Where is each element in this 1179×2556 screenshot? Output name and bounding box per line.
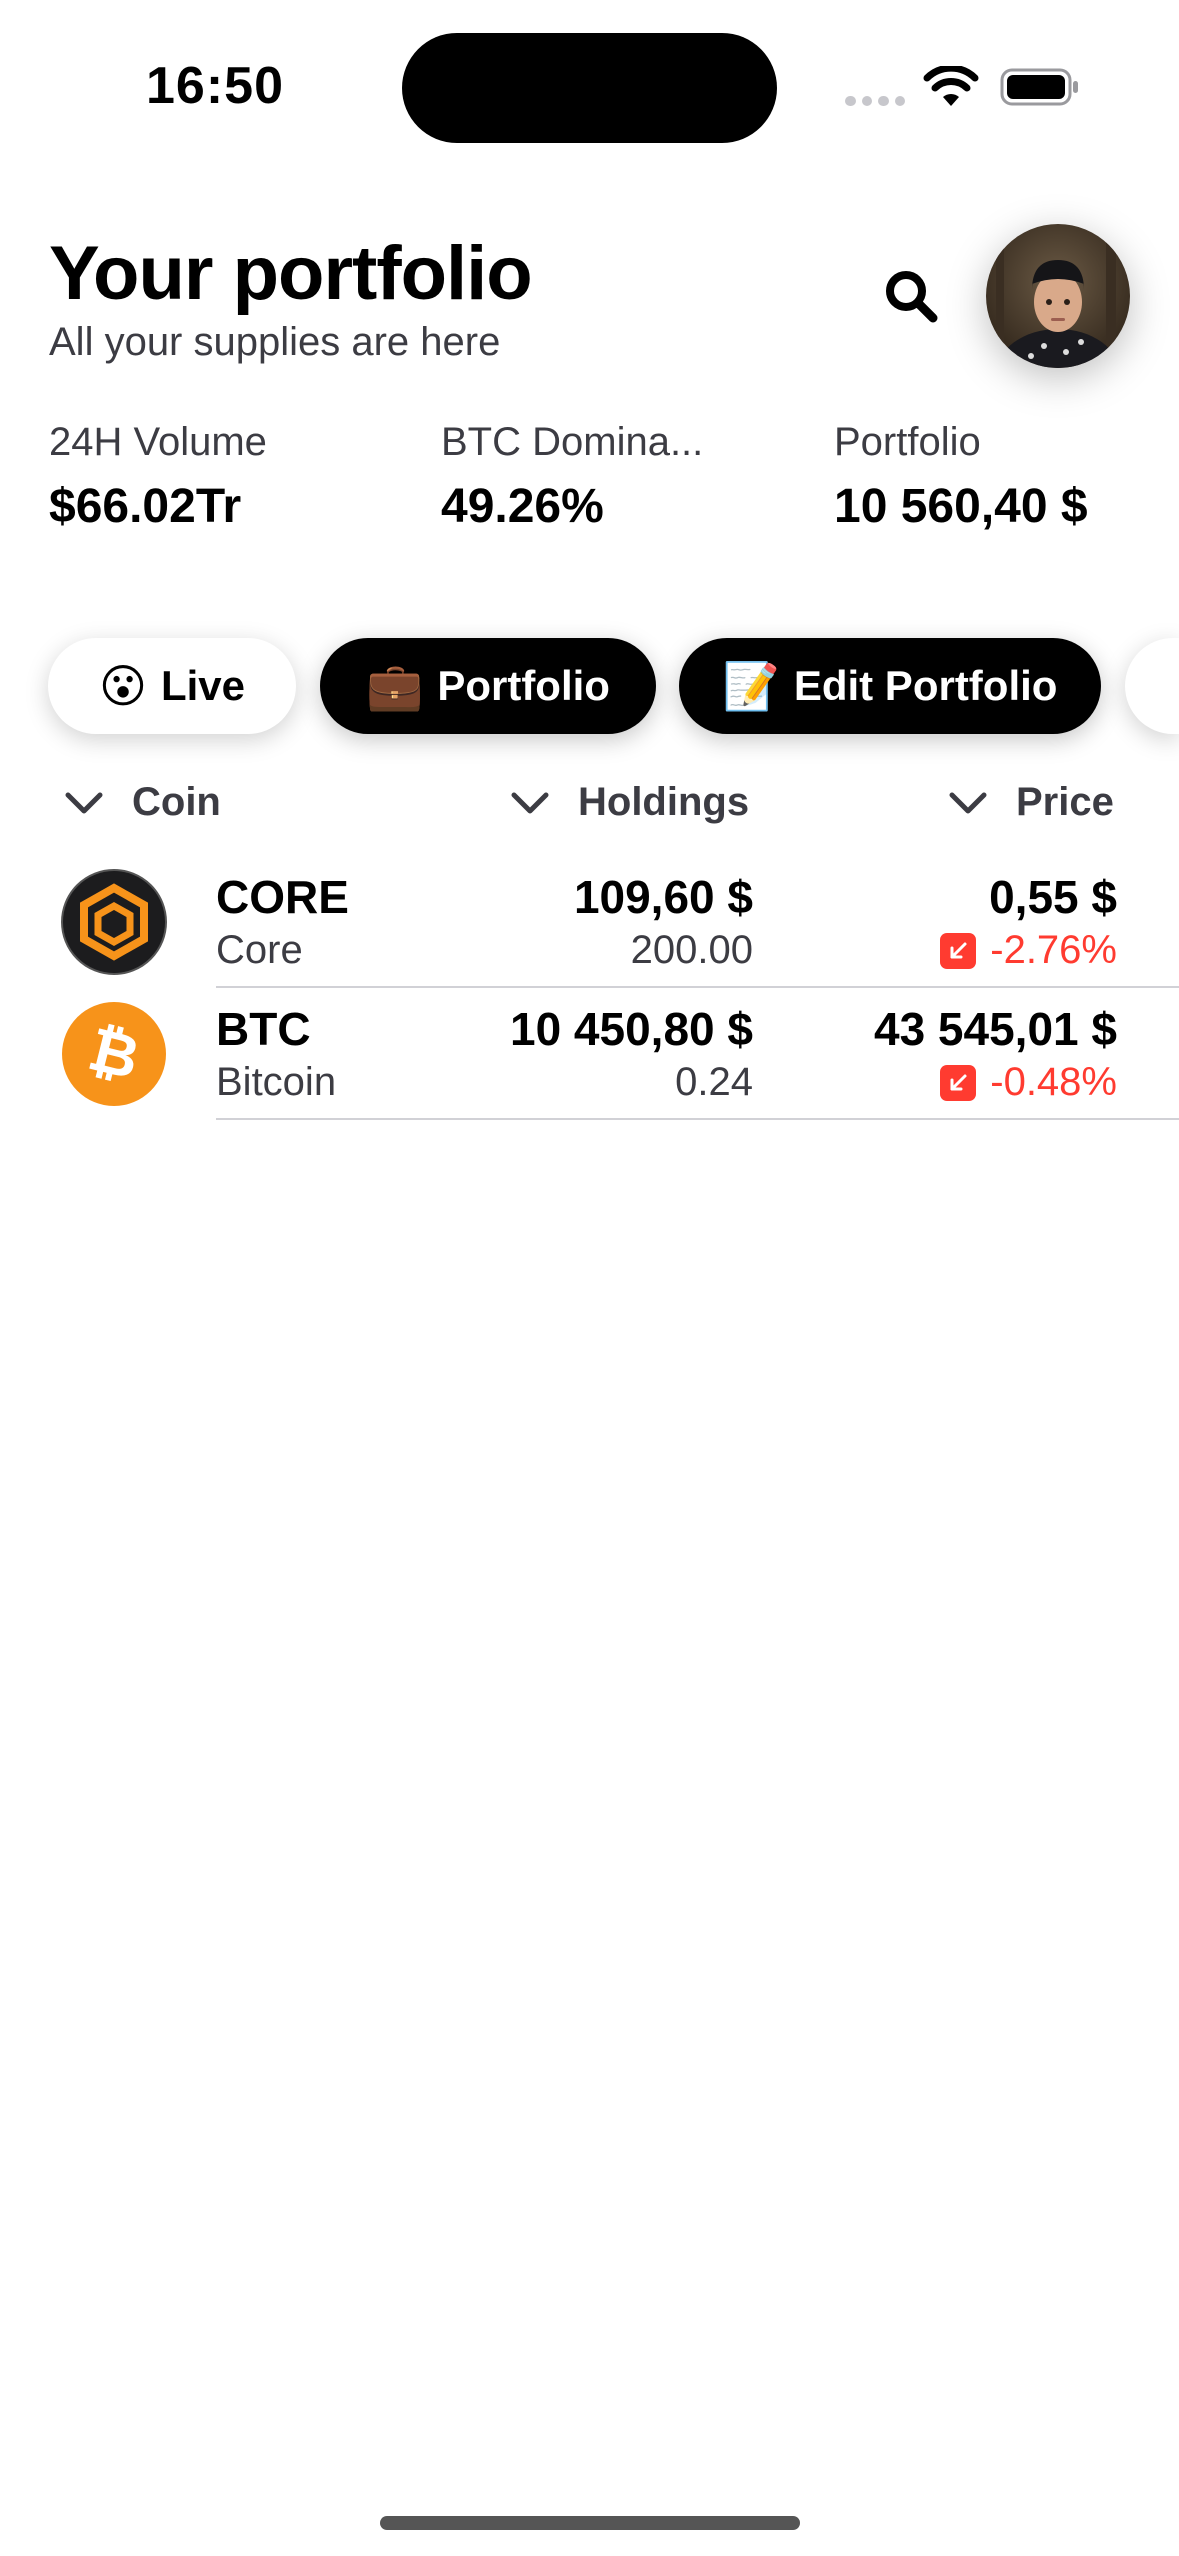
stat-btc-dominance: BTC Domina... 49.26% (441, 420, 703, 534)
dynamic-island (402, 33, 777, 143)
chip-label: Live (160, 662, 245, 709)
avatar[interactable] (986, 224, 1130, 368)
coin-symbol: BTC (216, 1003, 311, 1055)
holding-amount: 200.00 (630, 928, 753, 972)
price-change-value: -2.76% (990, 928, 1117, 972)
chip-edit-portfolio[interactable]: 📝 Edit Portfolio (679, 638, 1101, 734)
bitcoin-logo-icon: ₿ (62, 1002, 166, 1106)
chip-label: Portfolio (437, 662, 610, 709)
avatar-photo (986, 224, 1130, 368)
column-header-coin[interactable]: Coin (64, 780, 221, 825)
column-header-price[interactable]: Price (948, 780, 1114, 825)
price-change: -0.48% (940, 1060, 1117, 1105)
cellular-signal-icon (845, 96, 905, 106)
price-change-value: -0.48% (990, 1060, 1117, 1104)
price-value: 43 545,01 $ (873, 1003, 1117, 1055)
chip-live[interactable]: 😮 Live (48, 638, 296, 734)
coin-row-core[interactable]: CORE Core 109,60 $ 200.00 0,55 $ -2.76% (0, 856, 1179, 988)
row-divider (216, 1118, 1179, 1120)
column-header-holdings[interactable]: Holdings (510, 780, 749, 825)
holding-value: 109,60 $ (573, 871, 753, 923)
price-change: -2.76% (940, 928, 1117, 973)
chip-label: Edit Portfolio (793, 662, 1058, 709)
home-indicator[interactable] (380, 2516, 800, 2530)
chevron-down-icon (511, 792, 549, 813)
arrow-down-left-icon (940, 1064, 977, 1101)
row-divider (216, 986, 1179, 988)
wifi-icon (923, 66, 979, 106)
stat-value: 49.26% (441, 480, 604, 533)
stat-label: Portfolio (834, 420, 981, 464)
coin-symbol: CORE (216, 871, 349, 923)
page-title: Your portfolio (49, 231, 533, 316)
stat-label: 24H Volume (49, 420, 267, 464)
status-time: 16:50 (146, 57, 284, 115)
memo-icon: 📝 (722, 658, 780, 713)
stat-portfolio: Portfolio 10 560,40 $ (834, 420, 1088, 534)
briefcase-icon: 💼 (366, 658, 424, 713)
price-value: 0,55 $ (989, 871, 1117, 923)
arrow-down-left-icon (940, 932, 977, 969)
stat-24h-volume: 24H Volume $66.02Tr (49, 420, 267, 534)
core-logo-icon (61, 869, 167, 975)
column-header-label: Holdings (578, 780, 750, 824)
search-icon[interactable] (883, 268, 939, 324)
chevron-down-icon (949, 792, 987, 813)
stat-label: BTC Domina... (441, 420, 704, 464)
holding-value: 10 450,80 $ (509, 1003, 753, 1055)
chip-more[interactable] (1125, 638, 1179, 734)
coin-row-btc[interactable]: ₿ BTC Bitcoin 10 450,80 $ 0.24 43 545,01… (0, 988, 1179, 1120)
column-header-label: Coin (132, 780, 221, 824)
coin-name: Bitcoin (216, 1060, 337, 1104)
surprised-face-icon: 😮 (98, 659, 147, 713)
chip-portfolio[interactable]: 💼 Portfolio (320, 638, 656, 734)
chevron-down-icon (65, 792, 103, 813)
coin-name: Core (216, 928, 303, 972)
holding-amount: 0.24 (675, 1060, 753, 1104)
stat-value: $66.02Tr (49, 480, 242, 533)
page-subtitle: All your supplies are here (49, 320, 501, 364)
battery-icon (1000, 68, 1078, 106)
column-header-label: Price (1016, 780, 1114, 824)
stat-value: 10 560,40 $ (834, 480, 1088, 533)
